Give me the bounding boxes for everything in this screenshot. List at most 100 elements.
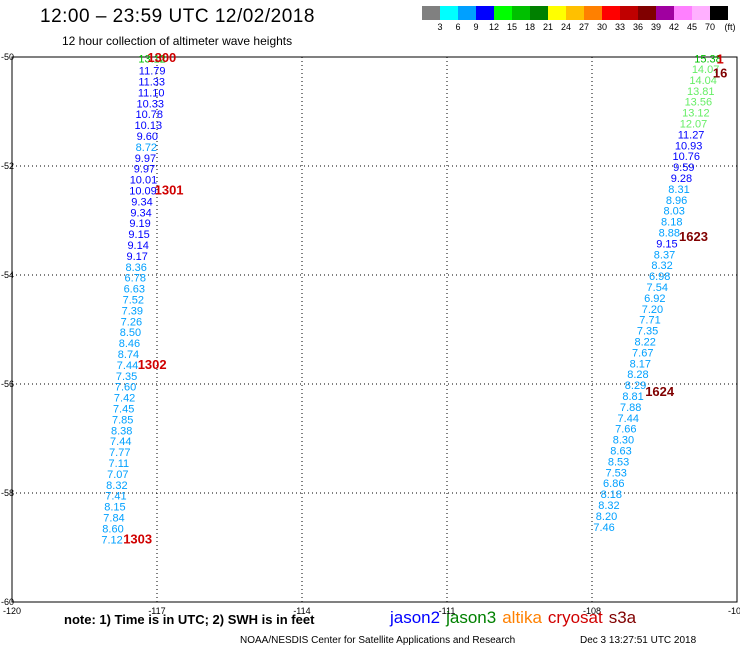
wave-height-label: 10.01 [130,175,158,187]
wave-height-label: 8.38 [111,425,132,437]
wave-height-label: 11.10 [138,87,165,99]
wave-height-label: 8.63 [610,445,631,457]
color-scale-tick: 15 [506,22,518,32]
color-scale-tick: 18 [524,22,536,32]
wave-height-label: 6.63 [124,284,145,296]
time-label: 16 [713,65,727,80]
color-swatch [566,6,584,20]
map-subtitle: 12 hour collection of altimeter wave hei… [62,34,293,48]
wave-height-label: 7.41 [105,491,126,503]
color-scale-tick: 39 [650,22,662,32]
time-label: 1623 [679,229,708,244]
wave-height-label: 7.60 [115,382,136,394]
wave-height-label: 8.15 [104,502,125,514]
wave-height-label: 9.60 [137,131,158,143]
color-scale-bar [422,6,728,20]
wave-height-label: 7.26 [121,316,142,328]
wave-height-label: 7.54 [647,282,668,294]
wave-height-label: 7.84 [103,513,124,525]
color-swatch [494,6,512,20]
map-frame [11,56,738,603]
wave-height-label: 8.32 [106,480,127,492]
wave-height-label: 8.96 [666,195,687,207]
latitude-tick-label: -52 [1,161,14,171]
color-swatch [530,6,548,20]
longitude-tick-label: -108 [583,606,601,616]
color-swatch [584,6,602,20]
color-scale-tick: 70 [704,22,716,32]
color-swatch [692,6,710,20]
color-scale-tick: 45 [686,22,698,32]
wave-height-label: 13.12 [682,108,710,120]
legend-jason3: jason3 [446,608,497,627]
wave-height-label: 9.97 [134,164,155,176]
color-scale-ticks: 3 6 9 12 15 18 21 24 27 30 33 36 39 42 45 70 (ft) [422,22,740,34]
wave-height-label: 10.09 [129,186,157,198]
longitude-tick-label: -111 [439,606,456,616]
wave-height-label: 8.37 [654,249,675,261]
latitude-tick-label: -54 [1,270,14,280]
legend-cryosat: cryosat [547,608,603,627]
latitude-tick-label: -56 [1,379,14,389]
wave-height-label: 9.15 [128,229,149,241]
color-swatch [638,6,656,20]
wave-height-label: 7.35 [637,326,658,338]
wave-height-label: 7.85 [112,414,133,426]
wave-height-label: 8.72 [136,142,157,154]
wave-height-label: 7.52 [123,295,144,307]
wave-height-label: 8.32 [598,500,619,512]
wave-height-label: 7.44 [618,413,639,425]
wave-height-label: 8.18 [601,489,622,501]
wave-height-label: 7.53 [605,467,626,479]
wave-height-label: 8.60 [102,523,123,535]
wave-height-label: 8.29 [625,380,646,392]
wave-height-label: 8.03 [663,206,684,218]
satellite-legend: jason2 jason3 altika cryosat s3a [390,608,642,628]
color-scale-tick: 12 [488,22,500,32]
wave-height-label: 7.44 [110,436,131,448]
color-scale-tick: 6 [455,22,461,32]
wave-height-label: 7.12 [101,534,122,546]
legend-s3a: s3a [608,608,637,627]
time-label: 1301 [155,183,184,198]
wave-height-label: 7.77 [109,447,130,459]
longitude-tick-label: -114 [293,606,310,616]
color-scale-tick: 9 [473,22,479,32]
time-label: 1 [716,52,723,67]
color-scale-tick: (ft) [724,22,736,32]
wave-height-label: 12.07 [680,118,708,130]
wave-height-label: 7.07 [107,469,128,481]
wave-height-label: 8.88 [659,227,680,239]
map-title: 12:00 – 23:59 UTC 12/02/2018 [40,6,315,27]
wave-height-label: 13.81 [687,86,715,98]
wave-height-label: 9.19 [129,218,150,230]
wave-height-label: 6.86 [603,478,624,490]
wave-height-label: 11.79 [139,66,166,78]
wave-height-label: 7.71 [639,315,660,327]
wave-height-label: 7.35 [116,371,137,383]
color-swatch [602,6,620,20]
wave-height-label: 9.28 [671,173,692,185]
color-swatch [656,6,674,20]
wave-height-label: 14.04 [689,75,717,87]
wave-height-label: 11.33 [138,77,165,89]
wave-height-label: 7.44 [117,360,138,372]
legend-jason2: jason2 [390,608,441,627]
color-swatch [422,6,440,20]
color-swatch [710,6,728,20]
color-swatch [674,6,692,20]
wave-height-label: 8.18 [661,217,682,229]
wave-height-label: 10.93 [675,140,703,152]
wave-height-label: 7.88 [620,402,641,414]
wave-height-label: 8.32 [651,260,672,272]
color-swatch [548,6,566,20]
color-swatch [476,6,494,20]
wave-height-label: 9.34 [131,196,152,208]
wave-height-label: 7.20 [642,304,663,316]
wave-height-label: 13.12 [138,54,166,66]
wave-height-label: 7.45 [113,404,134,416]
wave-height-label: 6.98 [649,271,670,283]
color-swatch [440,6,458,20]
wave-height-label: 14.07 [692,64,720,76]
